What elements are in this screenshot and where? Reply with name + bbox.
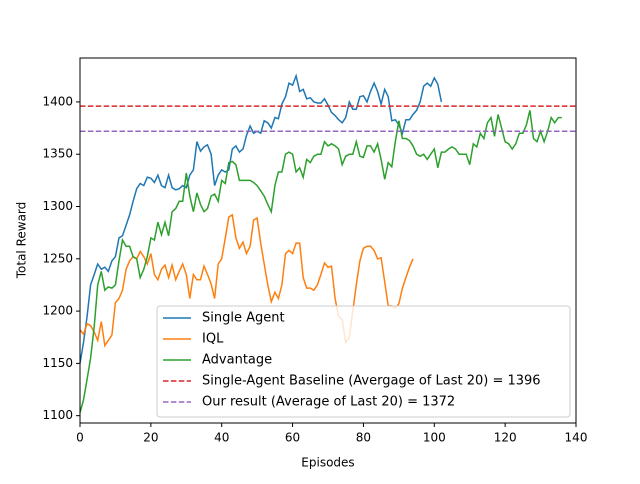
y-tick-label: 1200	[42, 304, 73, 318]
x-tick-label: 0	[76, 431, 84, 445]
legend-label: Our result (Average of Last 20) = 1372	[202, 395, 455, 410]
plot-frame	[79, 57, 577, 424]
legend-label: Single Agent	[202, 311, 285, 326]
y-axis-label: Total Reward	[15, 202, 29, 280]
x-tick-label: 100	[423, 431, 446, 445]
legend-label: Advantage	[202, 353, 272, 368]
y-tick-label: 1250	[42, 251, 73, 265]
x-tick-label: 40	[214, 431, 229, 445]
y-tick-label: 1350	[42, 147, 73, 161]
legend: Single Agent IQL Advantage Single-Agent Bas…	[156, 305, 571, 418]
y-tick-label: 1100	[42, 408, 73, 422]
y-tick-label: 1300	[42, 199, 73, 213]
legend-label: Single-Agent Baseline (Avergage of Last …	[202, 374, 541, 389]
series-line	[79, 73, 443, 364]
legend-label: IQL	[202, 332, 224, 347]
x-tick-label: 20	[143, 431, 158, 445]
legend-box	[156, 305, 571, 418]
series-line	[79, 110, 562, 413]
x-tick-label: 80	[356, 431, 371, 445]
x-tick-label: 140	[565, 431, 588, 445]
y-tick-label: 1400	[42, 94, 73, 108]
x-tick-label: 60	[285, 431, 300, 445]
x-axis-label: Episodes	[301, 456, 354, 470]
y-tick-label: 1150	[42, 356, 73, 370]
x-tick-label: 120	[494, 431, 517, 445]
